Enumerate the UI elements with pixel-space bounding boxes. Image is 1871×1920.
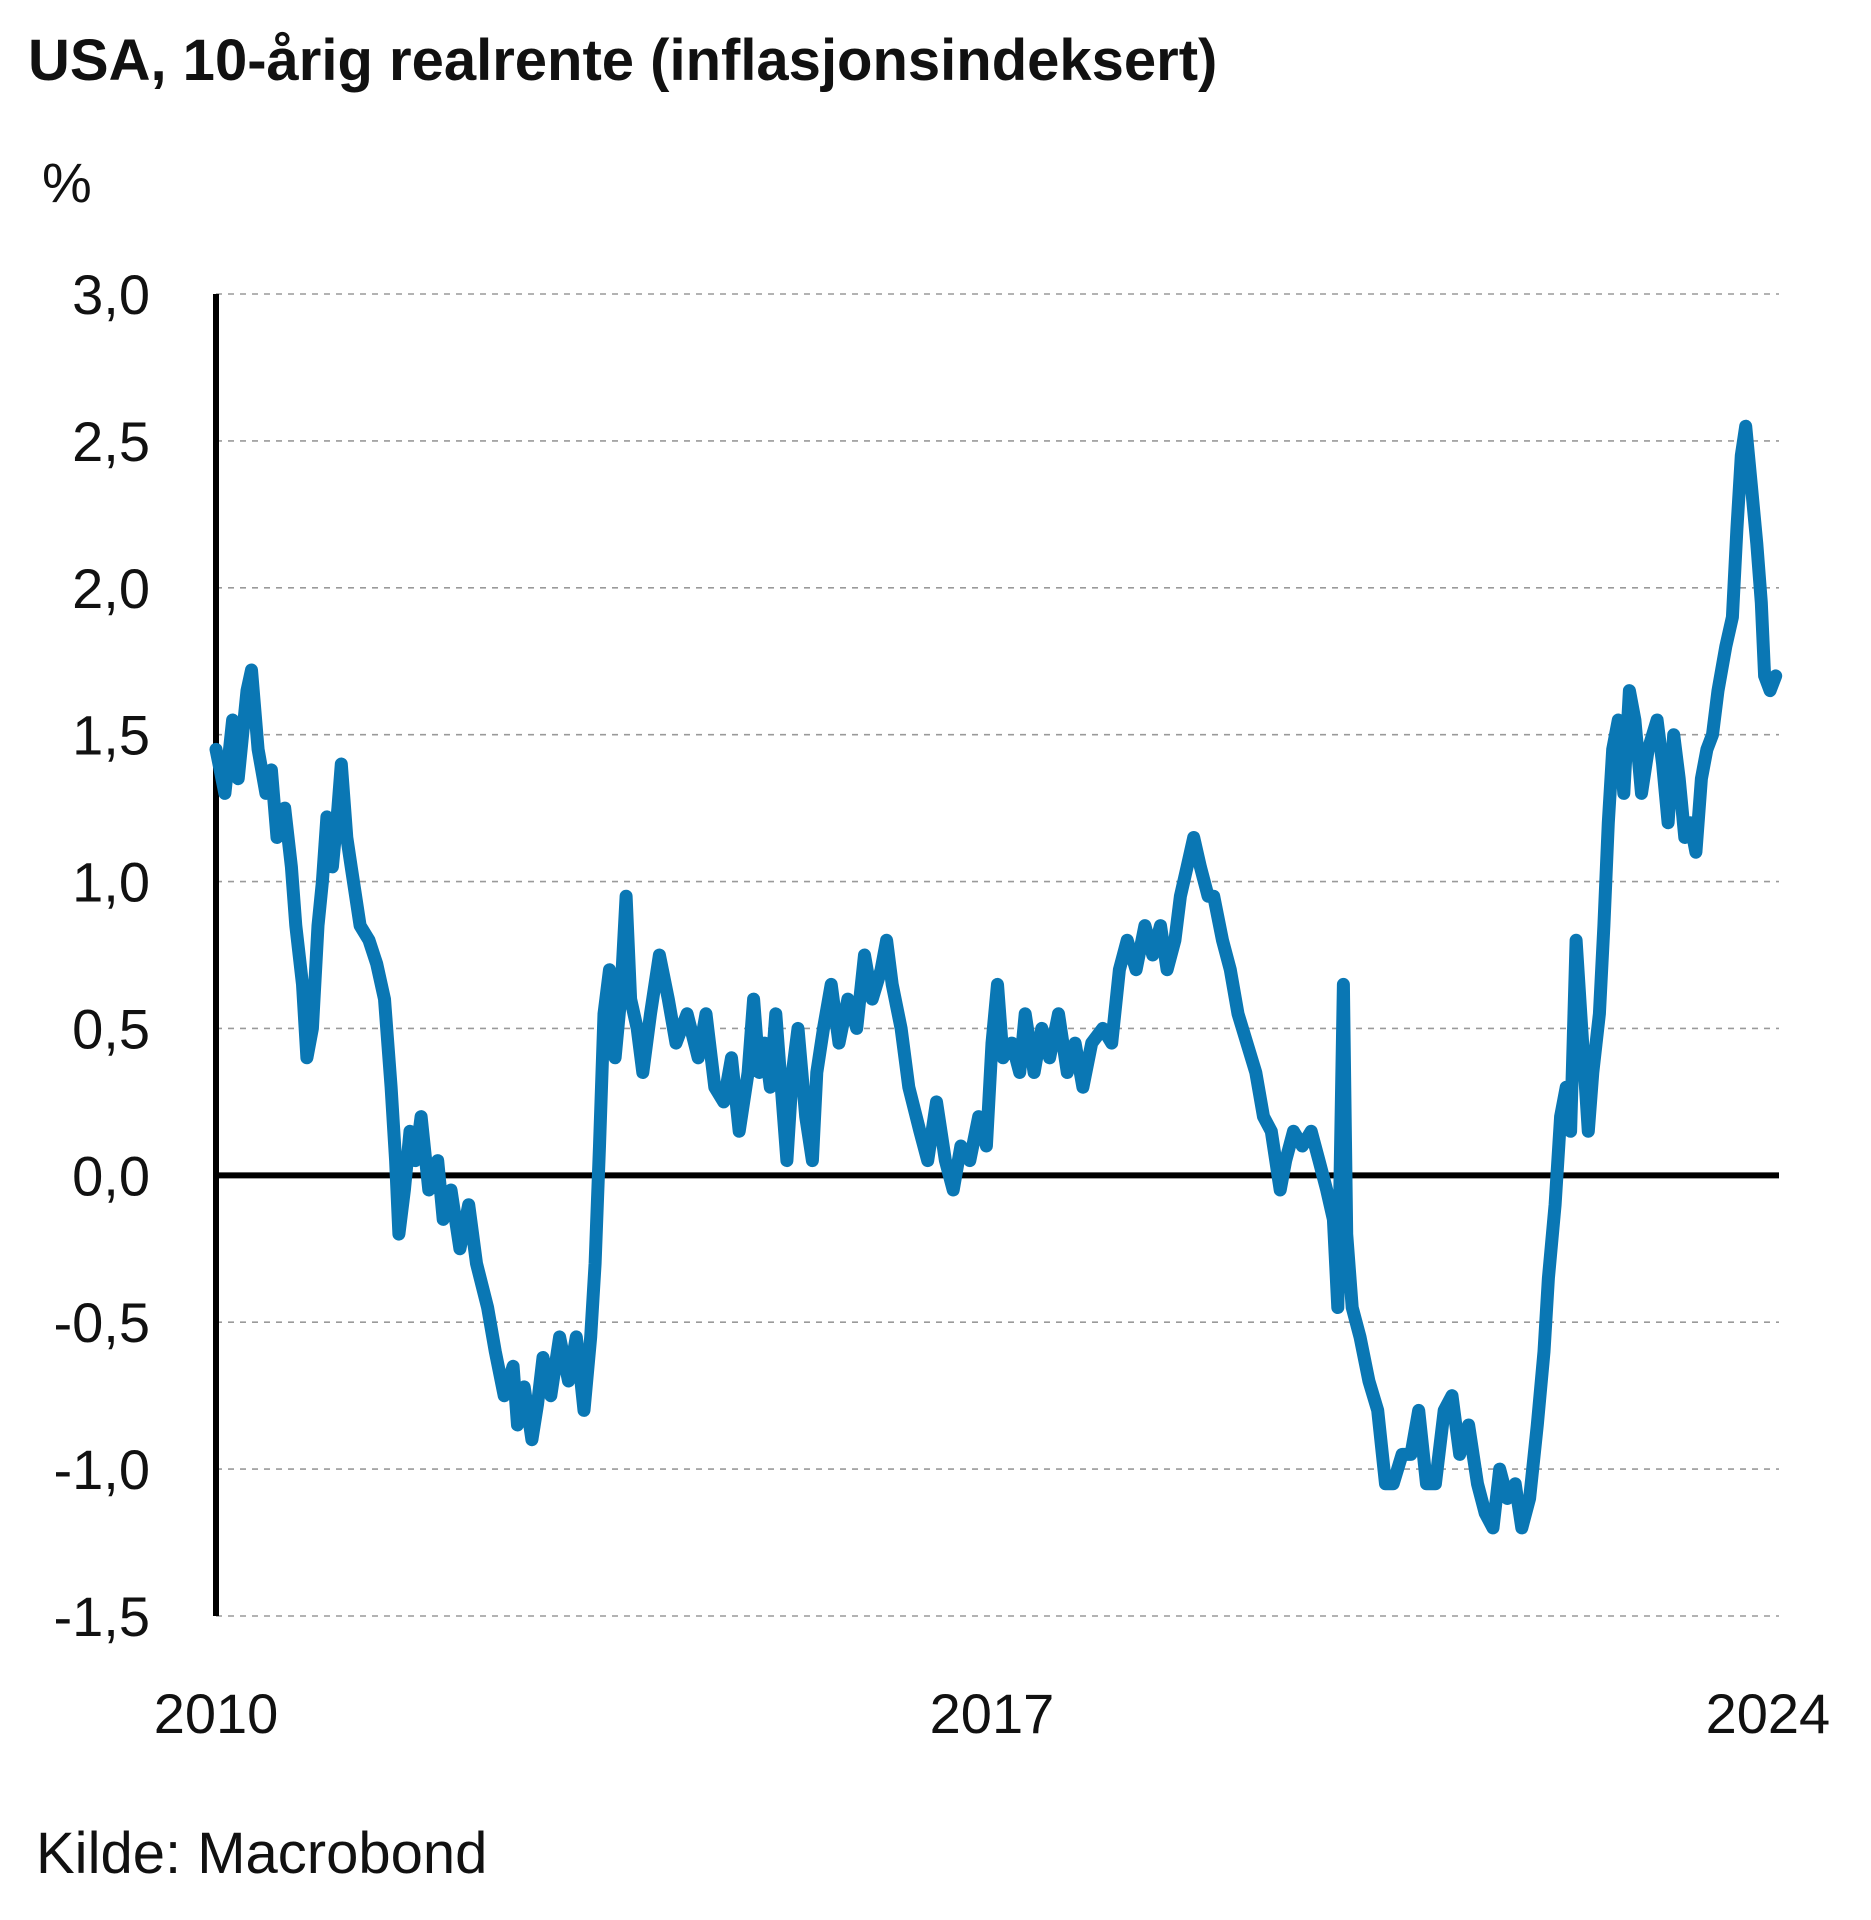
source-label: Kilde: Macrobond <box>36 1821 487 1886</box>
gridlines <box>216 293 1779 1617</box>
y-tick-label: 3,0 <box>72 263 150 326</box>
y-tick-labels: 3,0 2,5 2,0 1,5 1,0 0,5 0,0 -0,5 -1,0 -1,5 <box>54 263 151 1648</box>
y-tick-label: 1,0 <box>72 851 150 914</box>
chart-title: USA, 10-årig realrente (inflasjonsindeks… <box>28 28 1217 93</box>
x-tick-label: 2024 <box>1706 1682 1831 1745</box>
series-layer <box>209 419 1783 1535</box>
y-tick-label: 1,5 <box>72 704 150 767</box>
y-tick-label: -1,5 <box>54 1585 151 1648</box>
x-tick-label: 2010 <box>154 1682 279 1745</box>
y-tick-label: 2,0 <box>72 557 150 620</box>
y-tick-label: 0,0 <box>72 1144 150 1207</box>
y-tick-label: 0,5 <box>72 997 150 1060</box>
x-tick-labels: 2010 2017 2024 <box>154 1682 1830 1745</box>
y-tick-label: -1,0 <box>54 1438 151 1501</box>
y-tick-label: 2,5 <box>72 410 150 473</box>
y-tick-label: -0,5 <box>54 1291 151 1354</box>
y-axis-unit: % <box>42 151 92 214</box>
x-tick-label: 2017 <box>930 1682 1055 1745</box>
series-line <box>209 419 1783 1535</box>
